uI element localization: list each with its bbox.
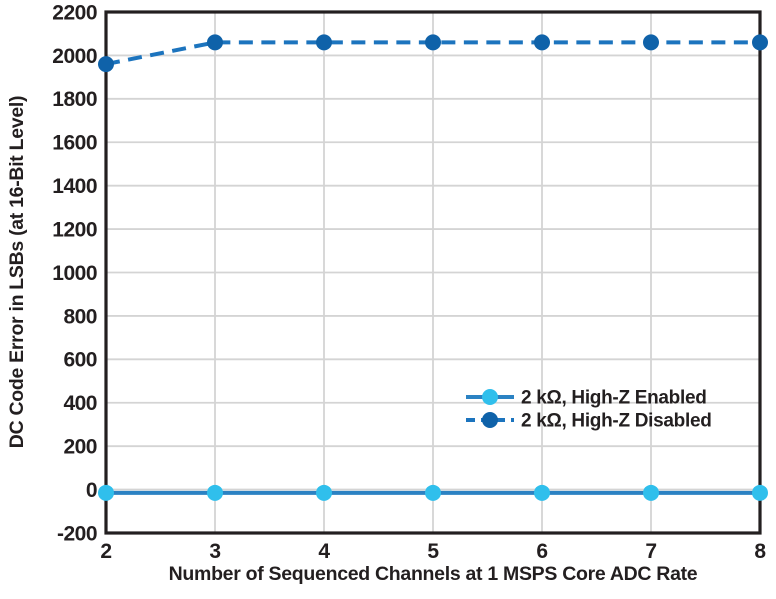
y-axis-title: DC Code Error in LSBs (at 16-Bit Level)	[6, 96, 28, 448]
series-1-marker	[207, 34, 223, 51]
y-tick-label: 1000	[52, 262, 97, 285]
series-1-marker	[643, 34, 659, 51]
y-tick-label: 2000	[52, 45, 97, 68]
series-0-marker	[316, 484, 332, 501]
series-0-marker	[534, 484, 550, 501]
legend-marker	[482, 389, 498, 405]
x-tick-label: 4	[318, 540, 330, 563]
x-tick-label: 6	[536, 540, 547, 563]
x-axis-title: Number of Sequenced Channels at 1 MSPS C…	[169, 563, 698, 585]
series-0-marker	[752, 484, 768, 501]
y-tick-label: -200	[57, 522, 97, 545]
x-tick-label: 8	[754, 540, 766, 563]
legend-marker	[482, 412, 498, 428]
y-tick-label: 1400	[52, 175, 97, 198]
series-1-marker	[425, 34, 441, 51]
axis-frame	[104, 10, 762, 535]
chart-plot: -200 0 200 400 600 800 1000 1200 1400 1600 1800 200…	[52, 1, 768, 563]
y-tick-label: 200	[63, 436, 97, 459]
series-1-marker	[534, 34, 550, 51]
x-tick-label: 5	[427, 540, 439, 563]
legend-label: 2 kΩ, High-Z Enabled	[521, 388, 707, 409]
series-0-marker	[207, 484, 223, 501]
series-1-marker	[316, 34, 332, 51]
y-tick-label: 600	[63, 349, 97, 372]
x-tick-label: 3	[209, 540, 220, 563]
series-0-marker	[643, 484, 659, 501]
y-tick-label: 0	[86, 479, 97, 502]
y-tick-label: 2200	[52, 1, 97, 24]
y-tick-label: 1800	[52, 88, 97, 111]
series-1-marker	[98, 56, 114, 73]
series-0-marker	[425, 484, 441, 501]
y-tick-label: 400	[63, 392, 97, 415]
series-1-marker	[752, 34, 768, 51]
y-tick-label: 1200	[52, 218, 97, 241]
legend-label: 2 kΩ, High-Z Disabled	[521, 411, 712, 432]
x-tick-label: 2	[100, 540, 111, 563]
x-tick-label: 7	[645, 540, 656, 563]
y-tick-label: 800	[63, 305, 97, 328]
y-tick-label: 1600	[52, 132, 97, 155]
series-0-marker	[98, 484, 114, 501]
